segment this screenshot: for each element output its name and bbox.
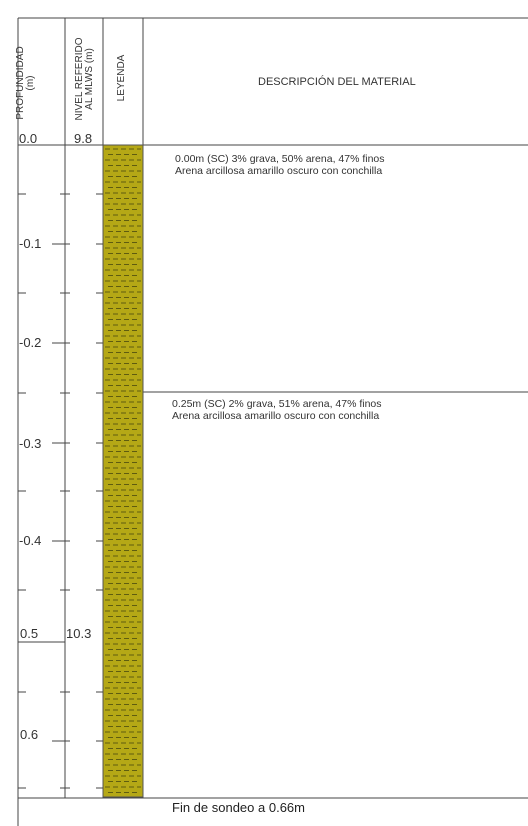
layer-1-line1: 0.00m (SC) 3% grava, 50% arena, 47% fino… bbox=[175, 153, 385, 165]
depth-header-unit: (m) bbox=[25, 75, 36, 91]
end-of-borehole-note: Fin de sondeo a 0.66m bbox=[172, 800, 305, 815]
depth-label-0-3: -0.3 bbox=[19, 436, 42, 451]
depth-label-0-2: -0.2 bbox=[19, 335, 42, 350]
level-label-10-3: 10.3 bbox=[66, 626, 92, 641]
legend-header: LEYENDA bbox=[116, 54, 127, 102]
level-header: NIVEL REFERIDO AL MLWS (m) bbox=[74, 19, 97, 139]
layer-1-description: 0.00m (SC) 3% grava, 50% arena, 47% fino… bbox=[175, 153, 385, 177]
depth-header: PROFUNDIDAD (m) bbox=[15, 28, 38, 138]
description-header: DESCRIPCIÓN DEL MATERIAL bbox=[258, 76, 416, 88]
depth-label-0-1: -0.1 bbox=[19, 236, 42, 251]
depth-ticks bbox=[18, 193, 103, 789]
layer-2-description: 0.25m (SC) 2% grava, 51% arena, 47% fino… bbox=[172, 398, 382, 422]
level-header-unit: AL MLWS (m) bbox=[84, 48, 95, 110]
layer-2-line1: 0.25m (SC) 2% grava, 51% arena, 47% fino… bbox=[172, 398, 382, 410]
depth-label-0-4: -0.4 bbox=[19, 533, 42, 548]
layer-1-line2: Arena arcillosa amarillo oscuro con conc… bbox=[175, 165, 383, 177]
depth-label-0-5: 0.5 bbox=[20, 626, 39, 641]
depth-label-0-6: 0.6 bbox=[20, 727, 39, 742]
layer-2-line2: Arena arcillosa amarillo oscuro con conc… bbox=[172, 410, 380, 422]
top-level-value: 9.8 bbox=[74, 131, 93, 146]
soil-column bbox=[102, 144, 144, 798]
top-depth-value: 0.0 bbox=[19, 131, 38, 146]
